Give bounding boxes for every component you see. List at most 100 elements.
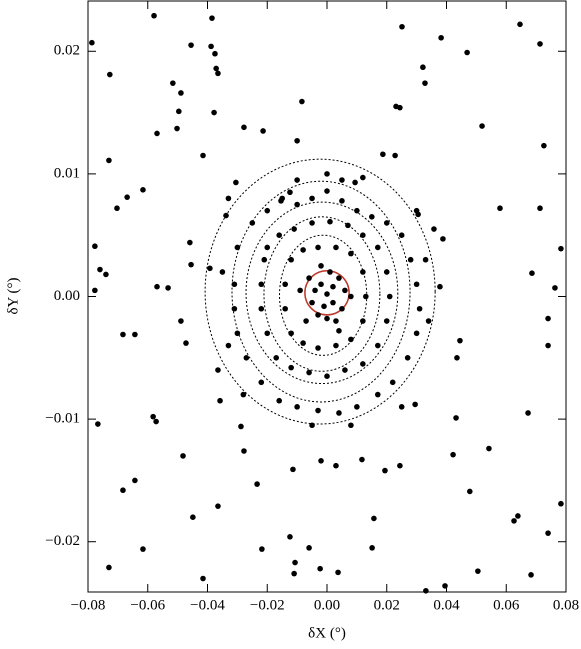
point — [180, 453, 186, 459]
point — [287, 189, 293, 196]
point — [528, 572, 534, 578]
x-tick-label: 0.06 — [493, 597, 520, 613]
point — [276, 232, 283, 238]
point — [397, 462, 403, 469]
point — [211, 109, 217, 116]
point — [399, 23, 405, 30]
point — [327, 269, 333, 275]
point — [422, 80, 428, 86]
point — [107, 71, 113, 78]
point — [348, 422, 354, 429]
point — [209, 15, 215, 21]
point — [423, 587, 429, 594]
point — [374, 342, 381, 349]
point — [292, 559, 298, 566]
point — [352, 179, 358, 186]
x-axis-label: δX (°) — [308, 625, 346, 641]
point — [383, 220, 390, 226]
point — [464, 49, 470, 56]
point — [217, 397, 223, 404]
point — [333, 342, 339, 349]
point — [383, 269, 390, 275]
point — [537, 41, 543, 47]
point — [413, 281, 420, 288]
point — [300, 247, 306, 253]
point — [154, 283, 160, 290]
point — [178, 90, 184, 96]
point — [330, 299, 336, 306]
point — [515, 513, 521, 519]
point — [200, 152, 206, 159]
point — [273, 355, 280, 361]
point — [140, 546, 146, 552]
point — [479, 123, 485, 129]
point — [339, 305, 345, 312]
point — [306, 545, 312, 551]
point — [315, 312, 321, 318]
y-tick-label: −0.01 — [45, 411, 80, 427]
point — [315, 345, 321, 351]
point — [360, 269, 366, 275]
point — [309, 195, 315, 202]
point — [369, 214, 375, 220]
point — [95, 421, 101, 427]
point — [92, 243, 98, 250]
point — [348, 293, 354, 300]
point — [208, 43, 214, 50]
point — [290, 466, 296, 473]
point — [114, 205, 120, 212]
point — [398, 232, 405, 238]
point — [225, 342, 232, 349]
point — [431, 226, 437, 232]
point — [260, 128, 266, 134]
point — [374, 244, 381, 251]
point — [233, 179, 239, 186]
point — [215, 503, 221, 509]
point — [294, 201, 300, 208]
point — [407, 256, 414, 263]
contour — [263, 216, 381, 372]
point — [315, 407, 321, 414]
point — [264, 207, 271, 214]
point — [333, 318, 339, 324]
y-tick-label: 0.01 — [54, 165, 80, 181]
point — [354, 207, 360, 214]
point — [383, 318, 390, 324]
contour — [204, 158, 436, 425]
point — [318, 458, 324, 464]
point — [442, 583, 448, 589]
point — [420, 64, 426, 71]
point — [440, 236, 446, 242]
point — [475, 568, 481, 574]
point — [92, 287, 98, 294]
point — [437, 283, 443, 290]
point — [183, 340, 189, 346]
point — [299, 98, 305, 105]
point — [258, 379, 265, 386]
point — [303, 318, 309, 324]
point — [374, 391, 381, 398]
point — [213, 65, 219, 72]
point — [511, 518, 517, 524]
point — [170, 80, 176, 86]
point — [254, 481, 260, 487]
point — [188, 261, 194, 268]
point — [153, 418, 159, 425]
point — [234, 244, 241, 251]
point — [120, 487, 126, 494]
point — [336, 275, 342, 281]
x-tick-label: −0.08 — [71, 597, 106, 613]
y-tick-label: −0.02 — [45, 533, 80, 549]
x-tick-label: −0.04 — [190, 597, 225, 613]
point — [333, 462, 339, 469]
point — [165, 285, 171, 291]
point — [212, 50, 218, 57]
point — [231, 281, 238, 288]
point — [336, 410, 342, 416]
point — [238, 423, 244, 430]
point — [240, 391, 247, 398]
point — [106, 157, 112, 164]
point — [215, 367, 221, 373]
point — [97, 266, 103, 273]
